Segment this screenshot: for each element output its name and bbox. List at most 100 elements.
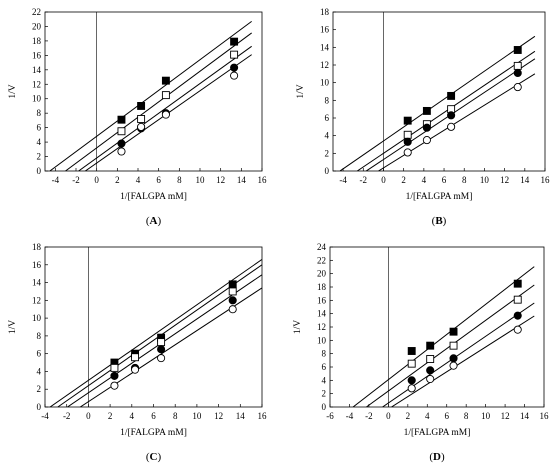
y-axis-title: 1/V — [296, 84, 306, 98]
y-tick-label: 12 — [320, 60, 329, 70]
data-point-open-square — [403, 130, 412, 139]
data-point-filled-circle — [403, 137, 412, 146]
data-point-filled-circle — [513, 311, 522, 320]
x-tick-label: 4 — [425, 411, 430, 421]
fit-line-filled-circle — [382, 302, 535, 407]
x-tick-label: -6 — [326, 411, 334, 421]
panel-letter: B — [435, 215, 443, 227]
y-tick-label: 8 — [37, 331, 42, 341]
x-tick-label: 14 — [237, 175, 247, 185]
data-point-open-square — [449, 341, 458, 350]
chart-panel-c: -4 -2 0 2 4 6 8 10 12 14 16 0 2 4 6 8 10 12 14 16 18 1/[FALGP… — [8, 242, 267, 463]
fit-line-filled-square — [49, 259, 262, 407]
x-tick-label: 0 — [386, 411, 391, 421]
data-point-open-circle — [407, 384, 416, 393]
data-point-open-square — [110, 363, 119, 372]
data-point-filled-square — [228, 280, 237, 289]
y-tick-label: 0 — [325, 166, 330, 176]
data-point-open-square — [513, 61, 522, 70]
y-tick-label: 14 — [317, 309, 327, 319]
x-tick-label: 6 — [151, 411, 156, 421]
y-tick-label: 4 — [37, 137, 42, 147]
y-tick-label: 16 — [32, 50, 42, 60]
x-tick-label: 4 — [136, 175, 141, 185]
data-point-open-square — [407, 359, 416, 368]
x-axis-title: 1/[FALGPA mM] — [406, 192, 473, 202]
data-point-open-circle — [449, 361, 458, 370]
x-tick-label: -4 — [52, 175, 60, 185]
fit-line-filled-circle — [78, 45, 252, 171]
fit-line-open-circle — [378, 73, 536, 171]
x-axis-title: 1/[FALGPA mM] — [120, 428, 187, 438]
x-tick-label: -2 — [72, 175, 80, 185]
x-tick-label: 8 — [462, 175, 467, 185]
y-tick-label: 18 — [32, 242, 42, 252]
chart-panel-b: -4 -2 0 2 4 6 8 10 12 14 16 0 2 4 6 8 10 12 14 16 18 1/[FALGP… — [296, 7, 550, 227]
data-point-open-square — [426, 355, 435, 363]
fit-line-filled-square — [352, 266, 535, 407]
panel-letter: C — [150, 451, 158, 463]
x-tick-label: 2 — [401, 175, 406, 185]
y-tick-label: 12 — [32, 79, 41, 89]
x-tick-label: 0 — [86, 411, 91, 421]
x-tick-label: 6 — [444, 411, 449, 421]
y-tick-label: 24 — [317, 242, 327, 252]
x-tick-label: 16 — [541, 175, 550, 185]
plot-frame — [329, 246, 545, 408]
x-tick-label: 10 — [480, 175, 490, 185]
x-tick-label: 10 — [481, 411, 491, 421]
data-point-filled-square — [449, 327, 458, 336]
y-tick-label: 12 — [32, 295, 41, 305]
data-point-filled-circle — [513, 68, 522, 77]
data-point-filled-circle — [230, 63, 239, 72]
x-tick-label: 16 — [540, 411, 550, 421]
plot-frame — [44, 246, 263, 408]
plot-frame — [44, 11, 263, 172]
x-tick-label: -4 — [41, 411, 49, 421]
x-tick-label: 10 — [196, 175, 206, 185]
y-tick-label: 10 — [32, 94, 42, 104]
fit-line-open-square — [356, 50, 536, 171]
data-point-open-circle — [447, 122, 456, 131]
x-tick-label: 16 — [258, 175, 268, 185]
data-point-open-circle — [137, 122, 146, 131]
y-tick-label: 8 — [325, 95, 330, 105]
data-point-filled-circle — [426, 366, 435, 375]
data-point-filled-square — [513, 279, 522, 288]
data-point-open-circle — [403, 148, 412, 157]
data-point-filled-square — [137, 102, 146, 110]
x-tick-label: 0 — [381, 175, 386, 185]
y-tick-label: 16 — [32, 260, 42, 270]
y-tick-label: 14 — [320, 42, 330, 52]
x-tick-label: 8 — [464, 411, 469, 421]
y-tick-label: 20 — [317, 269, 327, 279]
y-tick-label: 4 — [325, 131, 330, 141]
panel-label: (B) — [432, 215, 447, 227]
data-point-open-square — [513, 295, 522, 304]
y-tick-label: 8 — [37, 108, 42, 118]
y-tick-label: 4 — [37, 366, 42, 376]
x-tick-label: 6 — [156, 175, 161, 185]
data-point-open-circle — [228, 305, 237, 314]
y-tick-label: 2 — [37, 384, 42, 394]
y-tick-label: 22 — [317, 255, 326, 265]
y-tick-label: 10 — [320, 78, 330, 88]
data-point-filled-square — [230, 37, 239, 46]
data-point-open-circle — [426, 374, 435, 384]
x-tick-label: 12 — [500, 175, 509, 185]
data-point-filled-square — [117, 115, 126, 124]
data-point-open-square — [157, 338, 166, 347]
x-tick-label: -2 — [360, 175, 368, 185]
x-tick-label: 4 — [422, 175, 427, 185]
y-tick-label: 16 — [320, 25, 330, 35]
y-tick-label: 16 — [317, 295, 327, 305]
data-point-filled-square — [513, 46, 522, 54]
data-point-filled-circle — [117, 139, 126, 148]
data-point-filled-circle — [449, 354, 458, 363]
fit-line-filled-square — [339, 35, 536, 171]
y-tick-label: 10 — [317, 335, 327, 345]
data-point-filled-circle — [228, 296, 237, 305]
y-tick-label: 4 — [322, 375, 327, 385]
data-point-open-circle — [110, 381, 119, 390]
